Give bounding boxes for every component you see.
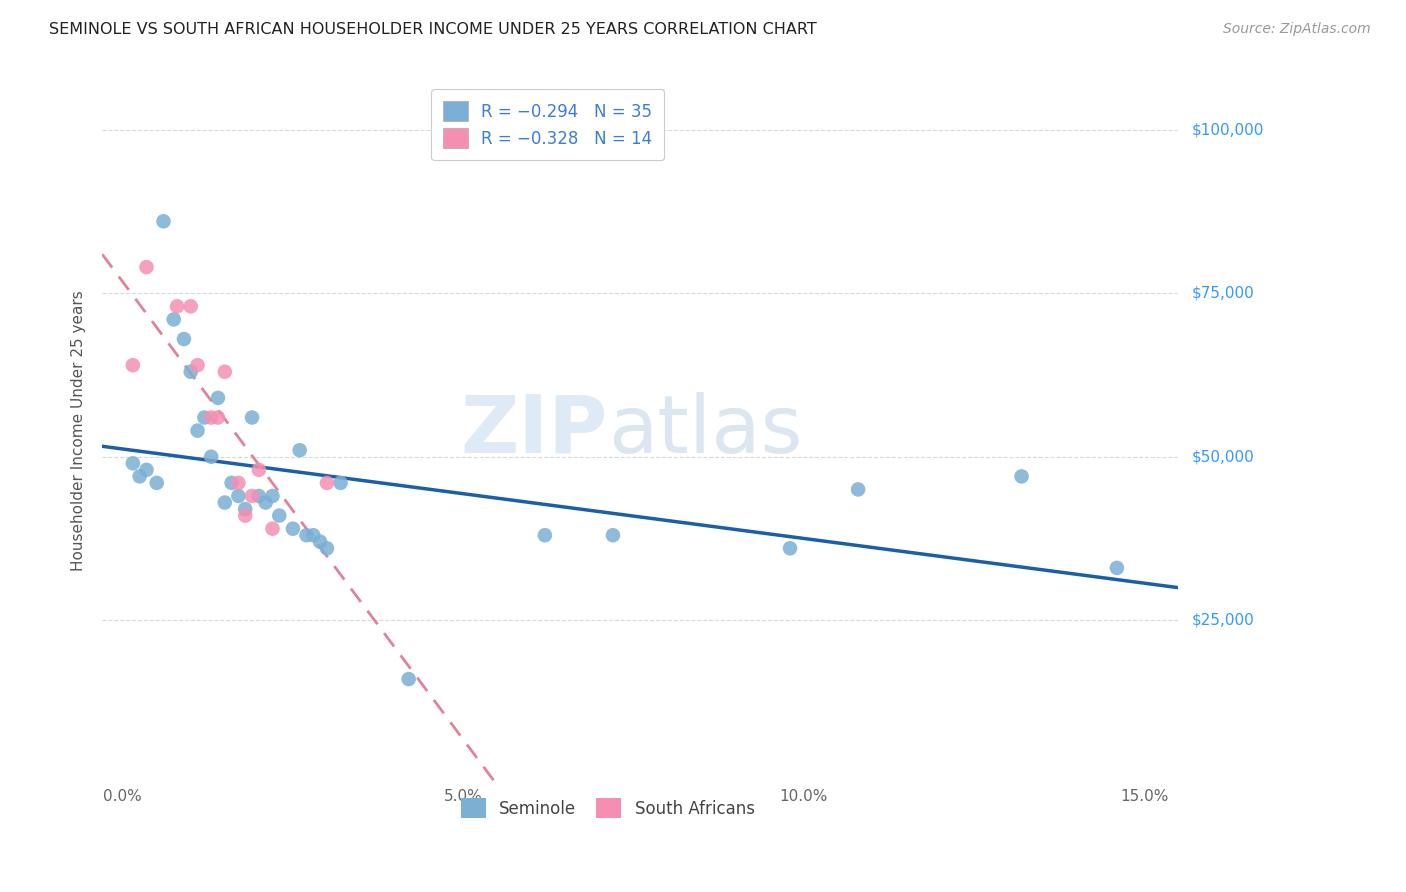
Text: $75,000: $75,000 [1192,285,1254,301]
Point [262,489,284,503]
Text: Source: ZipAtlas.com: Source: ZipAtlas.com [1223,22,1371,37]
Point [135,463,157,477]
Point [214,365,236,379]
Text: ZIP: ZIP [461,392,607,469]
Point [214,495,236,509]
Point [187,424,209,438]
Point [200,450,222,464]
Point [240,410,263,425]
Point [1105,561,1128,575]
Point [163,312,186,326]
Point [316,541,339,556]
Point [534,528,557,542]
Text: $100,000: $100,000 [1192,122,1264,137]
Point [247,489,270,503]
Point [269,508,291,523]
Point [309,534,332,549]
Point [207,410,229,425]
Point [846,483,869,497]
Y-axis label: Householder Income Under 25 years: Householder Income Under 25 years [72,290,86,571]
Point [302,528,325,542]
Legend: Seminole, South Africans: Seminole, South Africans [454,791,762,825]
Text: atlas: atlas [607,392,803,469]
Text: $25,000: $25,000 [1192,613,1254,628]
Point [281,522,304,536]
Point [180,365,202,379]
Text: $50,000: $50,000 [1192,450,1254,464]
Point [228,489,250,503]
Point [200,410,222,425]
Point [152,214,174,228]
Text: SEMINOLE VS SOUTH AFRICAN HOUSEHOLDER INCOME UNDER 25 YEARS CORRELATION CHART: SEMINOLE VS SOUTH AFRICAN HOUSEHOLDER IN… [49,22,817,37]
Point [145,475,167,490]
Point [173,332,195,346]
Point [180,299,202,313]
Point [602,528,624,542]
Point [316,475,339,490]
Point [221,475,243,490]
Point [254,495,277,509]
Point [187,358,209,372]
Point [233,502,256,516]
Point [121,456,143,470]
Point [193,410,215,425]
Point [240,489,263,503]
Point [207,391,229,405]
Point [1011,469,1033,483]
Point [166,299,188,313]
Point [233,508,256,523]
Point [779,541,801,556]
Point [247,463,270,477]
Point [295,528,318,542]
Point [288,443,311,458]
Point [329,475,352,490]
Point [228,475,250,490]
Point [128,469,150,483]
Point [398,672,420,686]
Point [121,358,143,372]
Point [262,522,284,536]
Point [135,260,157,274]
